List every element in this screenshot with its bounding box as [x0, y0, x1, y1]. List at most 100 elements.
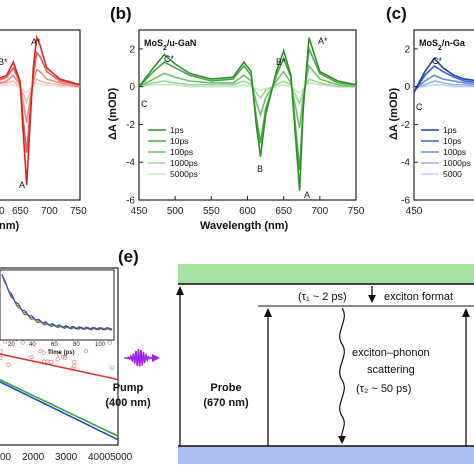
panel-d-inset-series — [1, 273, 113, 331]
series-line-1ps — [413, 57, 474, 93]
panel-b-title: MoS2/u-GaN — [144, 38, 196, 52]
panel-a: B* A* A 0 650 700 750 nm) — [0, 29, 87, 232]
legend-label-c-100ps: 100ps — [443, 147, 466, 157]
panel-b-peak-cstar: C* — [164, 54, 174, 64]
scatter-point — [55, 357, 60, 362]
series-line-100ps — [413, 74, 474, 92]
legend-label-1000ps: 1000ps — [170, 158, 198, 168]
panel-d-xtick: 3000 — [55, 452, 78, 463]
tau2-label: (τ₂ ~ 50 ps) — [356, 383, 411, 395]
series-line-1ps — [138, 37, 357, 191]
scatter-point — [62, 355, 68, 360]
tau1-label: (τ₁ ~ 2 ps) — [298, 291, 347, 303]
scatter-point — [20, 340, 25, 345]
panel-b-xtick-label: 600 — [239, 206, 256, 217]
panel-c-series — [413, 57, 474, 93]
legend-label-1ps: 1ps — [170, 125, 184, 135]
panel-b-peak-b: B — [257, 164, 263, 174]
panel-c-legend: 1ps 10ps 100ps 1000ps 5000 — [421, 125, 471, 179]
probe-label: Probe — [210, 382, 241, 394]
pump-label: Pump — [113, 382, 144, 394]
fit-line-0 — [0, 353, 119, 381]
probe-wavelength: (670 nm) — [203, 397, 249, 409]
series-line-1000ps — [138, 78, 356, 107]
panel-c-xtick-label: 450 — [406, 206, 423, 217]
pump-wavelength: (400 nm) — [105, 397, 151, 409]
scattering-wavy-arrow — [339, 307, 345, 439]
panel-b-xtick-label: 700 — [311, 206, 328, 217]
legend-label-c-1ps: 1ps — [443, 125, 457, 135]
scatter-point — [107, 340, 113, 345]
conduction-band — [178, 264, 474, 284]
panel-c-ytick-label: -4 — [401, 158, 410, 169]
panel-b-xtick-label: 450 — [131, 206, 148, 217]
panel-c-title: MoS2/n-Ga — [419, 38, 466, 52]
panel-b-letter: (b) — [110, 4, 132, 23]
panel-b-peak-a: A — [304, 190, 310, 200]
panel-d-frame — [0, 267, 119, 446]
scattering-label-line2: scattering — [367, 364, 415, 376]
series-line-trace-3 — [0, 78, 81, 104]
panel-a-peak-bstar: B* — [0, 57, 8, 67]
inset-xtick: 40 — [29, 342, 36, 348]
scatter-point — [109, 365, 115, 370]
series-line-trace-1 — [0, 50, 81, 153]
probe-arrow-head — [176, 286, 184, 295]
formation-label: exciton format — [384, 291, 453, 303]
panel-c-ytick-label: 2 — [404, 44, 410, 55]
panel-b-xtick-label: 650 — [275, 206, 292, 217]
scatter-point — [72, 359, 77, 365]
panel-c-frame — [413, 29, 474, 201]
panel-a-series — [0, 34, 81, 185]
panel-d-inset: 20 40 60 80 100 Time (ps) — [0, 269, 115, 356]
panel-d-fit-lines — [0, 353, 119, 441]
panel-b-xtick-label: 750 — [348, 206, 365, 217]
panel-d-xtick: 5000 — [110, 452, 133, 463]
inset-xtick: 60 — [51, 342, 58, 348]
panel-a-xtick: 650 — [12, 206, 29, 217]
scatter-point — [0, 349, 4, 354]
legend-label-c-1000ps: 1000ps — [443, 158, 471, 168]
panel-b-ytick-label: -6 — [126, 196, 135, 207]
panel-a-peak-astar: A* — [31, 37, 41, 47]
fit-line-2 — [0, 380, 119, 441]
panel-c-letter: (c) — [386, 4, 407, 23]
scatter-point — [83, 348, 89, 354]
scattering-label-line1: exciton–phonon — [352, 347, 430, 359]
panel-c-ytick-label: 0 — [404, 82, 410, 93]
legend-label-c-10ps: 10ps — [443, 136, 461, 146]
panel-b-ytick-label: -2 — [126, 120, 135, 131]
valence-band — [178, 446, 474, 464]
panel-b-ytick-label: 0 — [129, 82, 135, 93]
scatter-point — [49, 359, 54, 365]
inset-xtick: 100 — [95, 342, 106, 348]
scatter-point — [45, 359, 50, 364]
panel-a-xtick: 0 — [0, 206, 5, 217]
panel-b-series — [138, 37, 357, 191]
scatter-point — [6, 362, 11, 367]
scatter-point — [29, 354, 34, 360]
right-arrow-head — [462, 308, 470, 317]
panel-a-peak-a: A — [19, 180, 25, 190]
panel-c-ytick-label: -2 — [401, 120, 410, 131]
panel-d-scatter — [0, 332, 115, 371]
panel-a-xtick: 750 — [70, 206, 87, 217]
panel-a-xtick: 700 — [41, 206, 58, 217]
panel-b-peak-bstar: B* — [276, 57, 286, 67]
series-line-trace-0 — [0, 34, 81, 185]
series-line-trace-4 — [0, 81, 80, 94]
panel-b-ytick-label: -4 — [126, 158, 135, 169]
panel-c-peak-c: C — [416, 102, 423, 112]
scatter-point — [38, 348, 43, 354]
panel-b-ylabel: ΔA (mOD) — [107, 88, 119, 140]
fit-line-1 — [0, 378, 119, 437]
scatter-point — [0, 355, 3, 361]
panel-b-ytick-label: 2 — [129, 44, 135, 55]
pump-arrow-head — [264, 308, 272, 317]
panel-b-legend: 1ps 10ps 100ps 1000ps 5000ps — [148, 125, 198, 179]
panel-b-peak-astar: A* — [318, 36, 328, 46]
legend-label-5000ps: 5000ps — [170, 169, 198, 179]
series-line-1000ps — [413, 80, 474, 90]
